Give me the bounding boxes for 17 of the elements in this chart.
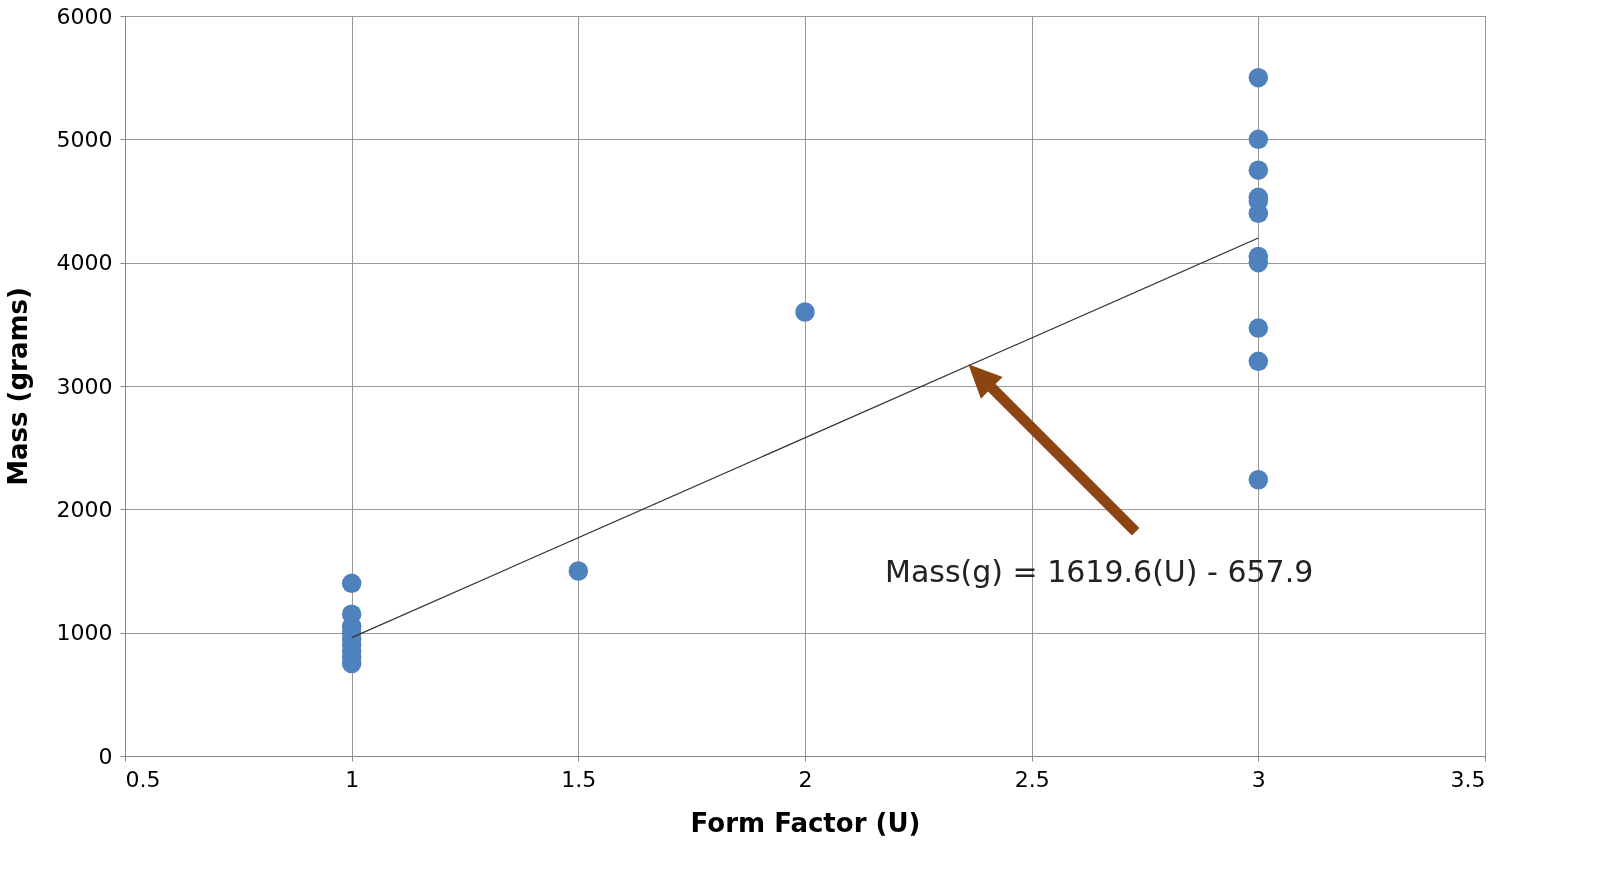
y-tick-label: 6000 bbox=[56, 3, 113, 29]
y-tick-label: 1000 bbox=[56, 620, 113, 646]
y-tick-label: 5000 bbox=[56, 126, 113, 152]
x-tick-label: 2 bbox=[798, 766, 813, 792]
y-tick-label: 2000 bbox=[56, 496, 113, 522]
y-tick-label: 3000 bbox=[56, 373, 113, 399]
x-tick-label: 0.5 bbox=[125, 766, 161, 792]
x-tick-label: 1.5 bbox=[561, 766, 597, 792]
x-tick-label: 3 bbox=[1251, 766, 1266, 792]
x-axis-title: Form Factor (U) bbox=[690, 807, 921, 838]
y-tick-label: 4000 bbox=[56, 250, 113, 276]
x-tick-label: 3.5 bbox=[1450, 766, 1486, 792]
annotation: Mass(g) = 1619.6(U) - 657.9 bbox=[885, 554, 1314, 589]
x-tick-label: 2.5 bbox=[1014, 766, 1050, 792]
x-tick-label: 1 bbox=[345, 766, 360, 792]
y-tick-label: 0 bbox=[98, 743, 113, 769]
y-axis-title: Mass (grams) bbox=[2, 287, 33, 486]
